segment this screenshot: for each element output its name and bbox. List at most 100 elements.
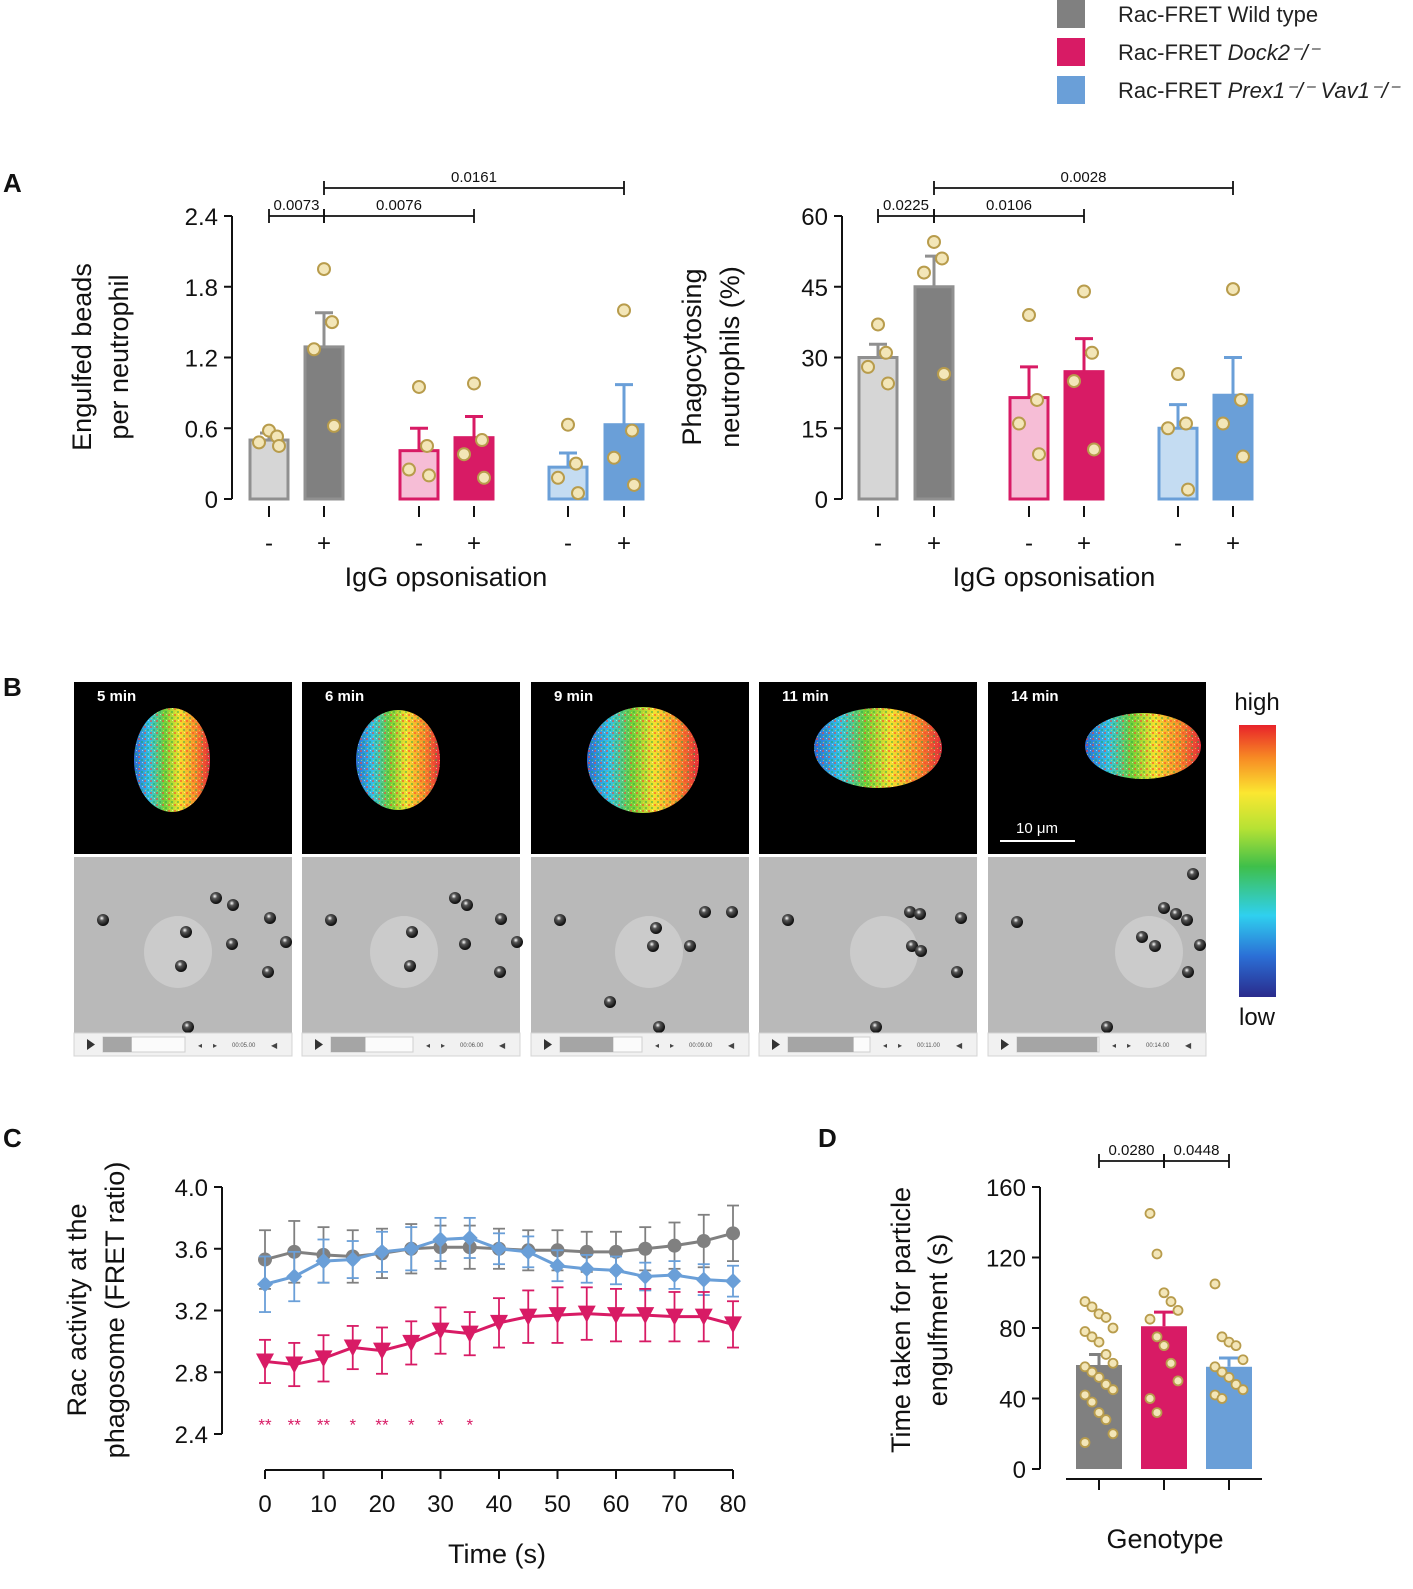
chartA1-ytick-label: 2.4	[185, 204, 218, 231]
chart-d-data-point	[1093, 1371, 1105, 1383]
chartA1-ytick-label: 1.2	[185, 346, 218, 373]
chart-c-xtick-label: 10	[310, 1491, 337, 1518]
legend-item-wt: Rac-FRET Wild type	[1057, 0, 1318, 28]
brightfield-cell	[850, 916, 918, 988]
series-dock2-marker	[724, 1316, 742, 1334]
chart-d-data-point	[1079, 1361, 1091, 1373]
frame-back-icon: ◂	[883, 1041, 887, 1050]
seek-progress	[1017, 1037, 1098, 1052]
chartA1-data-point	[467, 376, 481, 391]
series-dock2-marker	[636, 1307, 655, 1325]
brightfield-cell	[144, 916, 212, 988]
cell-fret-texture	[356, 710, 440, 810]
significance-marker: *	[437, 1415, 444, 1434]
chart-d-data-point	[1086, 1396, 1098, 1408]
series-dock2-marker	[490, 1314, 508, 1332]
chart-d-data-point	[1223, 1371, 1235, 1383]
chartA2-data-point	[1030, 392, 1044, 407]
series-prex	[257, 1216, 741, 1313]
bead	[650, 922, 662, 934]
chartA2-data-point	[1236, 449, 1250, 464]
frame-forward-icon: ▸	[1127, 1041, 1131, 1050]
volume-icon: ◀	[271, 1041, 278, 1050]
chart-d-data-point	[1107, 1384, 1119, 1396]
seek-progress	[788, 1037, 854, 1052]
significance-marker: **	[375, 1415, 389, 1434]
chartA2-xtick-label: -	[874, 530, 882, 557]
chartA2-p-value: 0.0028	[1061, 169, 1107, 186]
chart-d-data-point	[1216, 1331, 1228, 1343]
series-wt-marker	[609, 1244, 623, 1259]
chart-c-xtick-label: 60	[603, 1491, 630, 1518]
cell-fret-texture	[134, 708, 210, 812]
play-icon	[772, 1039, 780, 1050]
chartA2-bar	[913, 285, 955, 501]
chart-d-data-point	[1144, 1208, 1156, 1219]
chart-d-data-point	[1144, 1313, 1156, 1325]
bead	[699, 906, 711, 918]
colorbar-low-label: low	[1239, 1004, 1276, 1031]
playback-position: 00:05.00	[232, 1043, 256, 1049]
volume-icon: ◀	[728, 1041, 735, 1050]
bead	[97, 914, 109, 926]
chartA1-data-point	[420, 438, 434, 453]
series-prex-marker	[637, 1268, 654, 1285]
bead	[226, 938, 238, 950]
brightfield-cell	[1115, 916, 1183, 988]
chartA2-data-point	[1161, 421, 1175, 436]
chartA2-xtick-label: -	[1025, 530, 1033, 557]
chartA2-xtick-label: +	[1226, 530, 1240, 557]
chart-phagocytosing-neutrophils: Phagocytosing neutrophils (%) IgG opsoni…	[677, 169, 1254, 592]
imaging-frame: 9 min ◂ ▸ 00:09.00 ◀	[530, 682, 750, 1057]
chart-d-data-point	[1107, 1357, 1119, 1369]
chart-c-xtick-label: 20	[369, 1491, 396, 1518]
chartA1-p-value: 0.0073	[274, 197, 320, 214]
seek-progress	[331, 1037, 366, 1052]
legend-item-prex: Rac-FRET Prex1⁻/⁻ Vav1⁻/⁻	[1057, 76, 1402, 104]
chartA1-xtick-label: +	[467, 530, 481, 557]
bead	[1170, 908, 1182, 920]
chartA2-data-point	[1067, 374, 1081, 389]
frame-forward-icon: ▸	[670, 1041, 674, 1050]
chart-d-data-point	[1237, 1354, 1249, 1366]
chartA2-ytick-label: 15	[801, 416, 828, 443]
frame-back-icon: ◂	[655, 1041, 659, 1050]
chartA1-data-point	[617, 303, 631, 318]
bead	[180, 926, 192, 938]
chartA2-ytick-label: 60	[801, 204, 828, 231]
panel-label-a: A	[3, 168, 22, 198]
chartA2-data-point	[1226, 282, 1240, 297]
chart-a1-ylabel-line2: per neutrophil	[104, 274, 134, 439]
series-dock2-marker	[460, 1325, 479, 1343]
bead	[1136, 931, 1148, 943]
chart-engulfed-beads: Engulfed beads per neutrophil IgG opsoni…	[67, 169, 645, 592]
chart-d-ylabel-line2: engulfment (s)	[923, 1234, 953, 1407]
series-prex-marker	[520, 1243, 537, 1260]
chart-d-data-point	[1107, 1322, 1119, 1334]
bead	[653, 1021, 665, 1033]
series-prex-marker	[666, 1266, 683, 1283]
chart-a2-xlabel: IgG opsonisation	[953, 562, 1156, 592]
legend: Rac-FRET Wild type Rac-FRET Dock2⁻/⁻ Rac…	[1057, 0, 1402, 104]
bead	[494, 966, 506, 978]
panel-label-d: D	[818, 1123, 837, 1153]
chartA1-ytick-label: 0.6	[185, 416, 218, 443]
bead	[904, 906, 916, 918]
chartA1-data-point	[627, 477, 641, 492]
chartA2-data-point	[1085, 345, 1099, 360]
significance-marker: *	[408, 1415, 415, 1434]
chartA2-data-point	[1077, 284, 1091, 299]
chartA1-ytick-label: 0	[205, 487, 218, 514]
chart-d-data-point	[1100, 1379, 1112, 1390]
seek-progress	[560, 1037, 614, 1052]
series-prex-marker	[344, 1251, 361, 1268]
series-dock2-marker	[314, 1350, 333, 1368]
chart-d-data-point	[1079, 1389, 1091, 1401]
chart-a2-ylabel-line1: Phagocytosing	[677, 268, 707, 445]
chart-d-data-point	[1151, 1407, 1163, 1418]
bead	[175, 960, 187, 972]
chartA2-xtick-label: +	[927, 530, 941, 557]
play-icon	[1001, 1039, 1009, 1050]
series-dock2-marker	[665, 1308, 684, 1326]
bead	[1149, 940, 1161, 952]
